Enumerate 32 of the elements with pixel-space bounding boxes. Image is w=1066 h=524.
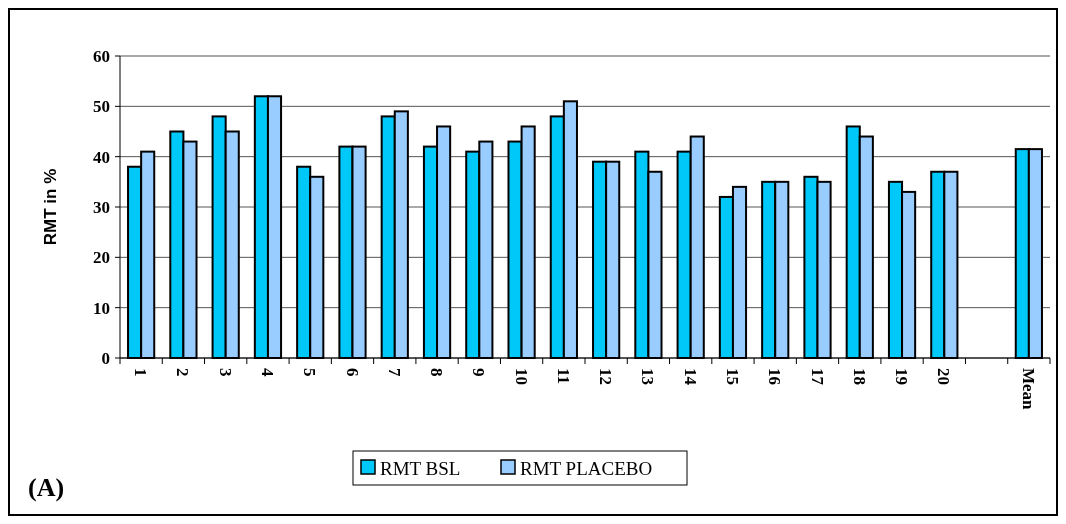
legend-label: RMT BSL xyxy=(380,457,461,479)
x-tick-label: 2 xyxy=(173,368,193,377)
x-tick-label: 15 xyxy=(723,368,742,385)
x-tick-label: Mean xyxy=(1018,368,1038,411)
x-tick-label: 18 xyxy=(849,368,869,385)
x-tick-label: 5 xyxy=(300,368,320,377)
x-tick-label: 13 xyxy=(638,368,658,385)
x-tick-label: 9 xyxy=(469,368,489,377)
x-tick-label: 10 xyxy=(511,368,531,385)
x-tick-label: 8 xyxy=(427,368,447,377)
x-tick-label: 17 xyxy=(807,368,827,386)
x-tick-label: 7 xyxy=(384,368,404,377)
legend-label: RMT PLACEBO xyxy=(520,457,653,479)
x-tick-label: 6 xyxy=(342,368,362,377)
x-tick-label: 12 xyxy=(596,368,616,385)
y-tick-label: 50 xyxy=(93,97,110,117)
y-tick-label: 40 xyxy=(93,147,110,167)
x-tick-label: 14 xyxy=(680,368,700,386)
y-axis-title: RMT in % xyxy=(41,168,60,246)
y-tick-label: 0 xyxy=(101,348,110,368)
text: (A) xyxy=(28,473,65,502)
y-tick-label: 30 xyxy=(93,197,110,217)
x-tick-label: 19 xyxy=(892,368,912,385)
x-tick-label: 4 xyxy=(258,368,277,377)
x-tick-label: 16 xyxy=(765,368,785,385)
y-tick-label: 20 xyxy=(93,248,110,268)
x-tick-label: 11 xyxy=(553,368,573,385)
y-tick-label: 60 xyxy=(93,46,110,66)
x-tick-label: 20 xyxy=(934,368,954,385)
y-tick-label: 10 xyxy=(93,298,110,318)
x-tick-label: 3 xyxy=(215,368,235,377)
x-tick-label: 1 xyxy=(131,368,151,377)
